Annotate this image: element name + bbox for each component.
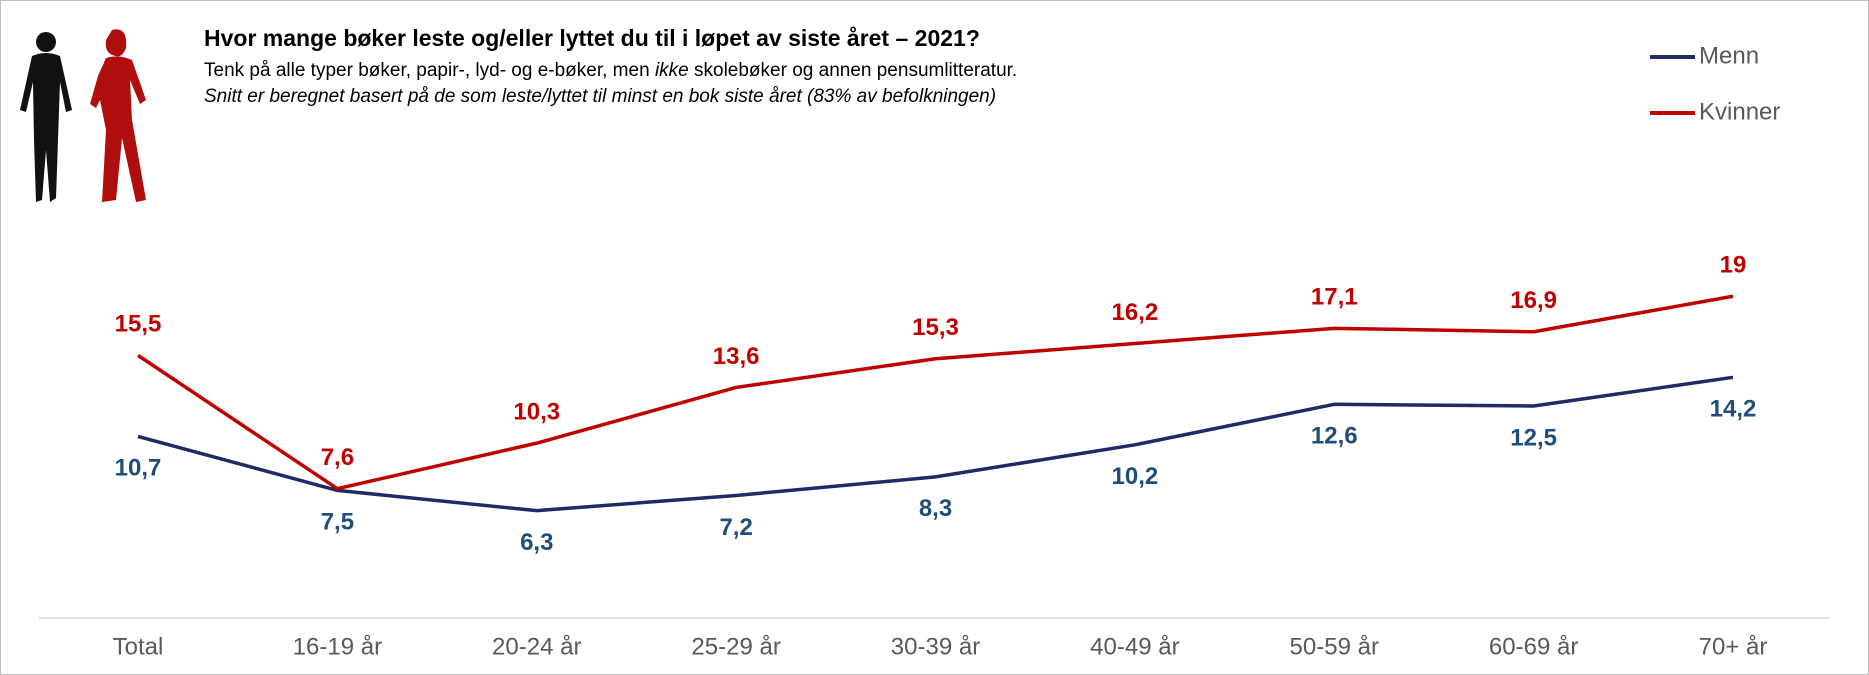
- subtitle: Tenk på alle typer bøker, papir-, lyd- o…: [204, 60, 1017, 81]
- x-tick-label: 70+ år: [1699, 633, 1768, 660]
- data-label: 7,2: [719, 514, 752, 541]
- x-tick-label: 16-19 år: [293, 633, 382, 660]
- data-label: 14,2: [1710, 396, 1757, 423]
- note: Snitt er beregnet basert på de som leste…: [204, 86, 996, 107]
- data-label: 16,9: [1510, 287, 1557, 314]
- x-tick-label: 60-69 år: [1489, 633, 1578, 660]
- x-tick-label: 40-49 år: [1090, 633, 1179, 660]
- subtitle-part: skolebøker og annen pensumlitteratur.: [689, 60, 1017, 81]
- data-label: 8,3: [919, 495, 952, 522]
- data-label: 12,6: [1311, 423, 1358, 450]
- data-label: 10,7: [115, 455, 162, 482]
- data-label: 10,2: [1112, 463, 1159, 490]
- series-line: [137, 294, 1734, 491]
- legend-label: Kvinner: [1699, 98, 1780, 125]
- x-tick-label: 50-59 år: [1290, 633, 1379, 660]
- data-label: 15,3: [912, 314, 959, 341]
- x-tick-label: 25-29 år: [691, 633, 780, 660]
- subtitle-part: ikke: [655, 60, 689, 81]
- data-label: 13,6: [713, 343, 760, 370]
- data-label: 6,3: [520, 529, 553, 556]
- legend-label: Menn: [1699, 42, 1759, 69]
- data-label: 17,1: [1311, 284, 1358, 311]
- series-line: [137, 375, 1734, 513]
- data-label: 7,6: [321, 444, 354, 471]
- chart-title: Hvor mange bøker leste og/eller lyttet d…: [204, 25, 980, 51]
- data-label: 16,2: [1112, 299, 1159, 326]
- silhouettes: [20, 29, 146, 203]
- data-label: 7,5: [321, 509, 354, 536]
- data-label: 10,3: [513, 398, 560, 425]
- subtitle-part: Tenk på alle typer bøker, papir-, lyd- o…: [204, 60, 655, 81]
- x-tick-label: 20-24 år: [492, 633, 581, 660]
- data-label: 15,5: [115, 311, 162, 338]
- data-label: 19: [1720, 252, 1747, 279]
- data-label: 12,5: [1510, 424, 1557, 451]
- x-tick-label: 30-39 år: [891, 633, 980, 660]
- x-tick-label: Total: [113, 633, 164, 660]
